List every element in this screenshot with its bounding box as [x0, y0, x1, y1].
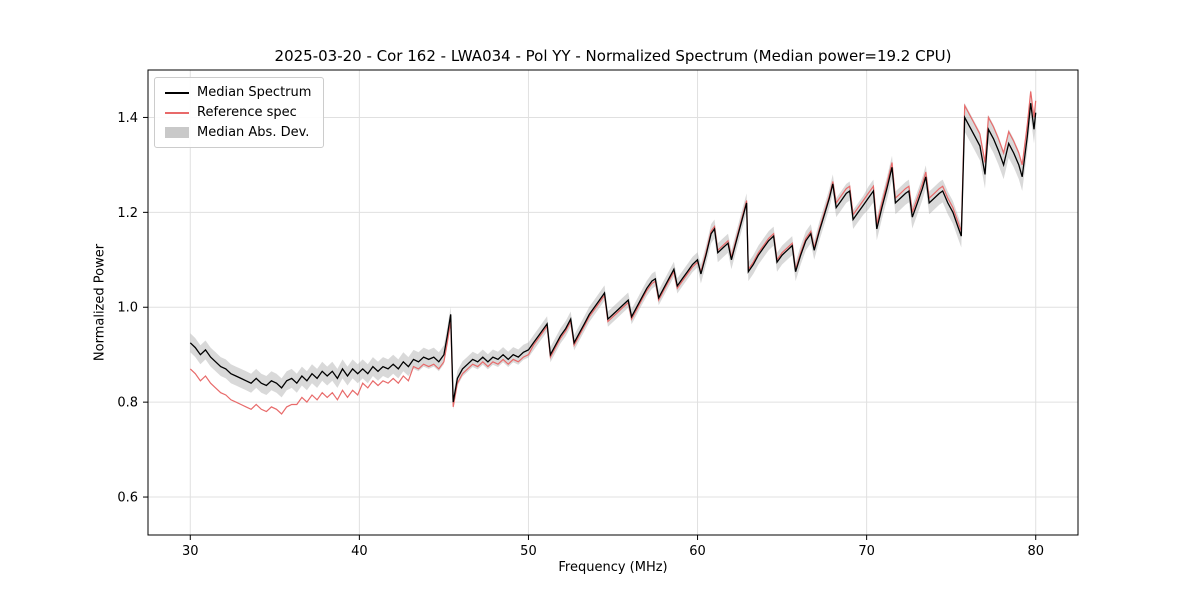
- median-line-swatch: [165, 91, 189, 94]
- chart-title: 2025-03-20 - Cor 162 - LWA034 - Pol YY -…: [274, 47, 952, 65]
- legend-label-median: Median Spectrum: [197, 85, 312, 100]
- y-tick-label: 1.4: [117, 111, 138, 126]
- legend: Median Spectrum Reference spec Median Ab…: [154, 77, 325, 148]
- y-tick-label: 0.6: [117, 491, 138, 506]
- x-tick-label: 40: [351, 544, 368, 559]
- y-tick-label: 1.2: [117, 206, 138, 221]
- median-spectrum-line: [189, 103, 1037, 403]
- legend-item-reference: Reference spec: [165, 105, 311, 120]
- y-tick-label: 0.8: [117, 396, 138, 411]
- x-tick-label: 30: [182, 544, 199, 559]
- axes-box: [147, 69, 1079, 536]
- legend-label-mad: Median Abs. Dev.: [197, 125, 310, 140]
- legend-label-reference: Reference spec: [197, 105, 297, 120]
- x-tick-label: 70: [858, 544, 875, 559]
- y-axis-label: Normalized Power: [92, 243, 108, 362]
- x-tick-label: 60: [689, 544, 706, 559]
- x-tick-label: 50: [520, 544, 537, 559]
- x-axis-label: Frequency (MHz): [558, 560, 668, 575]
- legend-item-median: Median Spectrum: [165, 85, 311, 100]
- reference-spectrum-line: [189, 91, 1037, 415]
- y-tick-label: 1.0: [117, 301, 138, 316]
- mad-band-swatch: [165, 127, 189, 138]
- reference-line-swatch: [165, 111, 189, 114]
- legend-item-mad: Median Abs. Dev.: [165, 125, 311, 140]
- mad-band: [190, 89, 1036, 410]
- x-tick-label: 80: [1027, 544, 1044, 559]
